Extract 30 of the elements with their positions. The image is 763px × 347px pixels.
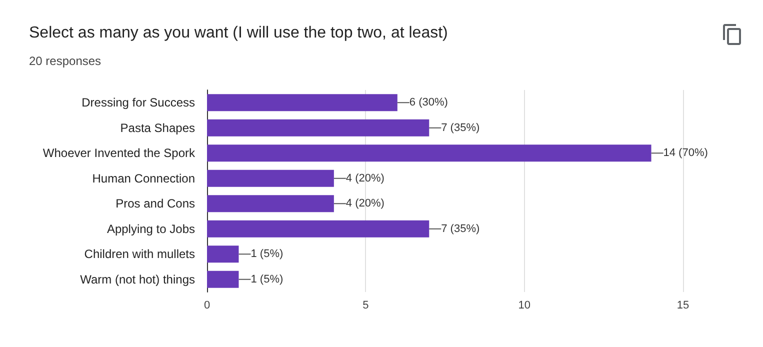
bar <box>207 246 239 263</box>
bar <box>207 270 239 288</box>
y-tick-label: Pasta Shapes <box>120 120 195 135</box>
data-label: 1 (5%) <box>250 248 284 260</box>
y-tick-label: Children with mullets <box>84 247 195 262</box>
bar <box>207 220 430 238</box>
data-label: 7 (35%) <box>441 222 480 235</box>
data-label: 7 (35%) <box>441 122 480 134</box>
data-label: 6 (30%) <box>409 96 448 109</box>
x-tick-label: 5 <box>362 300 369 312</box>
bar <box>207 119 430 136</box>
chart-title: Select as many as you want (I will use the top two, at least) <box>29 24 448 42</box>
y-tick-label: Warm (not hot) things <box>80 272 195 286</box>
bar <box>207 195 334 212</box>
x-tick-label: 0 <box>204 300 210 312</box>
y-tick-label: Human Connection <box>92 171 195 186</box>
data-label: 4 (20%) <box>346 198 384 210</box>
x-tick-label: 10 <box>518 300 530 312</box>
bar <box>207 144 652 162</box>
y-tick-label: Whoever Invented the Spork <box>42 146 196 160</box>
y-tick-label: Dressing for Success <box>82 96 195 110</box>
y-tick-label: Applying to Jobs <box>106 222 195 236</box>
data-label: 1 (5%) <box>250 273 284 286</box>
y-tick-label: Pros and Cons <box>116 196 195 211</box>
x-tick-label: 15 <box>676 300 690 312</box>
data-label: 4 (20%) <box>346 172 384 184</box>
data-label: 14 (70%) <box>663 147 708 160</box>
bar <box>207 94 398 112</box>
bar <box>207 170 334 187</box>
text: 20 responses <box>29 54 102 68</box>
